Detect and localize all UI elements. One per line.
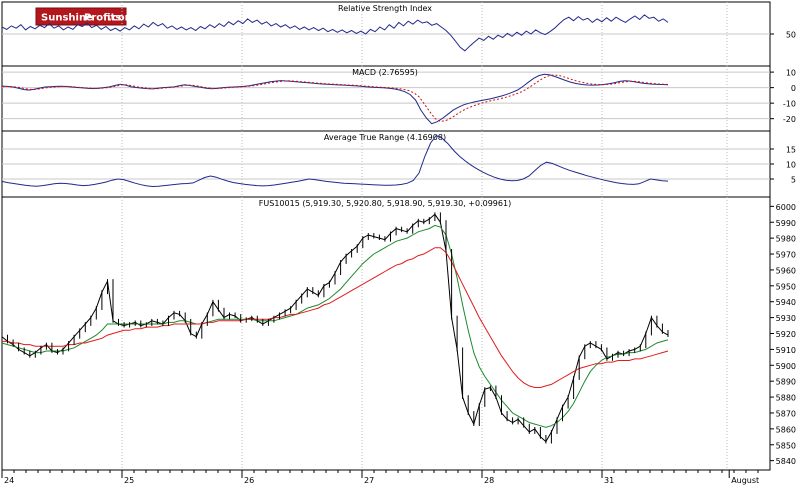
y-tick-label: -10 [783, 100, 796, 109]
x-tick-label: 31 [604, 476, 614, 485]
y-tick-label: 5990 [776, 219, 796, 228]
y-tick-label: 5840 [776, 457, 796, 466]
logo-brand-a: Sunshine [41, 13, 93, 24]
x-tick-label: 24 [4, 476, 14, 485]
series-line-0 [1, 14, 669, 52]
y-tick-label: 10 [786, 161, 796, 170]
y-tick-label: 6000 [776, 203, 796, 212]
y-tick-label: 5880 [776, 394, 796, 403]
series-line-0 [1, 134, 669, 188]
y-tick-label: 5930 [776, 314, 796, 323]
y-tick-label: 5950 [776, 282, 796, 291]
y-tick-label: 5980 [776, 235, 796, 244]
y-tick-label: 5860 [776, 425, 796, 434]
panel-2: 15 10 5 Average True Range (4.16908) [1, 131, 796, 198]
y-tick-label: 5960 [776, 266, 796, 275]
x-tick-label: 27 [364, 476, 374, 485]
sunshine-profits-logo: Sunshine Profits .com [35, 7, 135, 26]
x-tick-label: August [731, 476, 759, 485]
y-tick-label: 15 [786, 146, 796, 155]
y-tick-label: 5910 [776, 346, 796, 355]
y-tick-label: 5870 [776, 409, 796, 418]
panel-0: 50 Relative Strength Index [1, 2, 796, 67]
y-tick-label: 10 [786, 69, 796, 78]
x-tick-label: 25 [124, 476, 134, 485]
y-tick-label: 50 [786, 31, 796, 40]
panel-1: 10 0 -10 -20 MACD (2.76595) [1, 66, 796, 132]
series-sma-slow [2, 247, 669, 388]
logo-brand-b: Profits [84, 13, 121, 24]
panel-title: Relative Strength Index [338, 4, 432, 13]
panel-3: 6000 5990 5980 5970 5960 5950 5940 5930 5920 5910… [1, 197, 796, 485]
x-tick-label: 26 [244, 476, 254, 485]
y-tick-label: 5850 [776, 441, 796, 450]
x-tick-label: 28 [484, 476, 494, 485]
y-tick-label: 5920 [776, 330, 796, 339]
panel-title: MACD (2.76595) [352, 68, 418, 77]
y-tick-label: 5890 [776, 378, 796, 387]
panel-title: Average True Range (4.16908) [324, 133, 446, 142]
panel-title: FUS10015 (5,919.30, 5,920.80, 5,918.90, … [259, 199, 511, 208]
y-tick-label: -20 [783, 115, 796, 124]
y-tick-label: 0 [791, 84, 796, 93]
y-tick-label: 5970 [776, 251, 796, 260]
y-tick-label: 5940 [776, 298, 796, 307]
y-tick-label: 5900 [776, 362, 796, 371]
y-tick-label: 5 [791, 176, 796, 185]
series-line-1 [1, 74, 669, 123]
series-line-0 [1, 73, 669, 125]
